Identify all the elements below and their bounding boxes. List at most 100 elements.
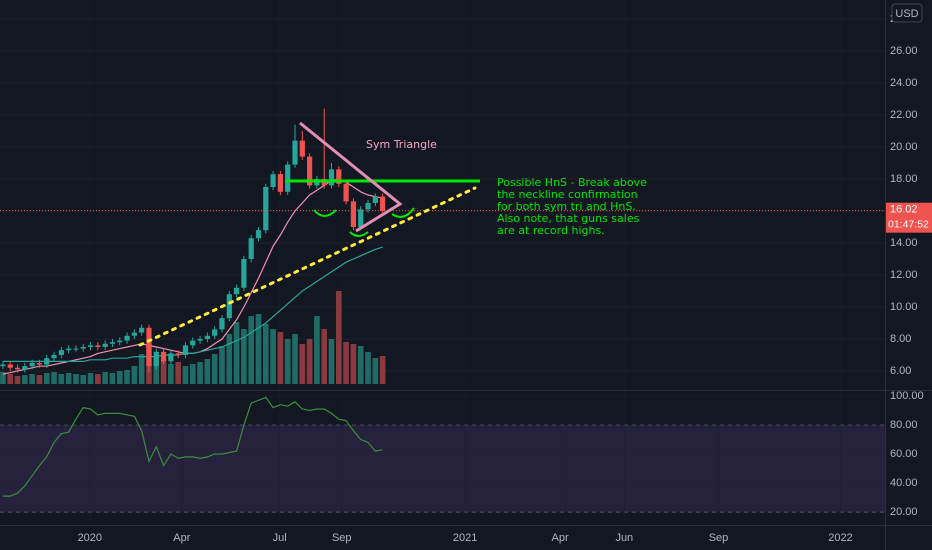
y-tick-label: 60.00 — [890, 448, 918, 460]
moving-average — [2, 246, 383, 362]
volume-bar — [109, 373, 116, 384]
candle-body — [270, 174, 276, 188]
candle-body — [248, 238, 254, 259]
volume-bar — [182, 366, 189, 384]
volume-bar — [168, 364, 174, 384]
x-tick-label: 2022 — [828, 532, 852, 544]
candle-body — [350, 201, 357, 227]
candle-body — [51, 354, 57, 359]
volume-bar — [116, 371, 123, 384]
volume-bar — [270, 329, 276, 384]
candle-body — [182, 345, 189, 355]
rsi-line — [2, 396, 383, 497]
candle-body — [380, 196, 386, 211]
x-tick-label: Jun — [615, 532, 633, 544]
candle-body — [22, 366, 28, 370]
currency-box[interactable] — [891, 3, 923, 23]
candle-body — [328, 169, 335, 186]
volume-bar — [343, 342, 349, 384]
volume-bar — [262, 324, 269, 384]
y-tick-label: 14.00 — [890, 237, 918, 249]
candle-body — [277, 174, 283, 192]
volume-bar — [299, 344, 306, 384]
volume-bar — [241, 329, 247, 384]
candle-body — [175, 353, 181, 355]
annotation: the neckline confirmation — [497, 188, 638, 201]
annotation: are at record highs. — [497, 224, 605, 237]
candle-body — [241, 258, 247, 288]
volume — [0, 291, 386, 384]
candle-body — [233, 287, 240, 295]
price-tag-label: 16.02 — [890, 204, 918, 216]
volume-bar — [219, 346, 225, 384]
y-tick-label: 22.00 — [890, 109, 918, 121]
volume-bar — [36, 375, 43, 384]
price-tag — [886, 202, 932, 233]
countdown: 01:47:52 — [888, 218, 929, 230]
volume-bar — [292, 334, 298, 384]
volume-bar — [124, 370, 130, 384]
candle-body — [146, 327, 152, 367]
annotation: Also note, that guns sales — [497, 212, 640, 225]
candle-body — [197, 338, 203, 341]
volume-bar — [365, 352, 371, 384]
y-tick-label: 12.00 — [890, 269, 918, 281]
volume-bar — [372, 358, 379, 384]
head — [349, 231, 369, 237]
volume-bar — [7, 374, 14, 384]
x-tick-label: Sep — [332, 532, 352, 544]
candle-body — [109, 342, 116, 344]
candle-body — [160, 351, 167, 362]
candle-body — [73, 348, 79, 350]
candle-body — [153, 351, 159, 367]
y-tick-label: 26.00 — [890, 45, 918, 57]
volume-bar — [51, 372, 57, 384]
y-tick-label: 18.00 — [890, 173, 918, 185]
volume-bar — [175, 362, 181, 384]
candle-body — [87, 345, 94, 347]
volume-bar — [58, 374, 65, 384]
candle-body — [226, 294, 232, 319]
drawings: Sym Triangle Possible HnS - Break abovet… — [138, 121, 647, 347]
candle-body — [131, 332, 137, 336]
y-tick-label: 6.00 — [890, 365, 911, 377]
candle-body — [204, 335, 210, 339]
volume-bar — [95, 374, 101, 384]
y-tick-label: 10.00 — [890, 301, 918, 313]
candle-body — [14, 367, 21, 370]
candle-body — [255, 230, 262, 239]
candle-body — [365, 202, 371, 210]
volume-bar — [80, 375, 87, 384]
candle-body — [219, 318, 225, 330]
shoulder — [313, 209, 337, 217]
volume-bar — [197, 362, 203, 384]
x-tick-label: Apr — [173, 532, 190, 544]
candle-body — [124, 335, 130, 341]
candle-body — [372, 196, 378, 203]
candle-body — [29, 362, 35, 367]
y-tick-label: 8.00 — [890, 333, 911, 345]
candle-body — [168, 353, 174, 362]
trendline — [138, 186, 477, 347]
grid — [0, 424, 885, 513]
volume-bar — [211, 354, 218, 384]
candle-body — [7, 364, 13, 368]
candle-body — [102, 343, 108, 347]
volume-bar — [160, 359, 167, 384]
volume-bar — [314, 316, 320, 384]
band — [0, 424, 885, 513]
volume-bar — [0, 372, 6, 384]
volume-bar — [336, 291, 342, 384]
plot — [0, 108, 885, 497]
candle-body — [292, 140, 298, 165]
volume-bar — [357, 346, 364, 384]
candle-body — [139, 327, 145, 333]
volume-bar — [102, 372, 108, 384]
candle-body — [0, 364, 6, 367]
x-tick-label: Jul — [273, 532, 287, 544]
triangle — [299, 121, 403, 233]
candle-body — [95, 345, 101, 347]
volume-bar — [43, 373, 50, 384]
volume-bar — [87, 373, 94, 384]
annotation: for both sym tri and HnS. — [497, 200, 636, 213]
